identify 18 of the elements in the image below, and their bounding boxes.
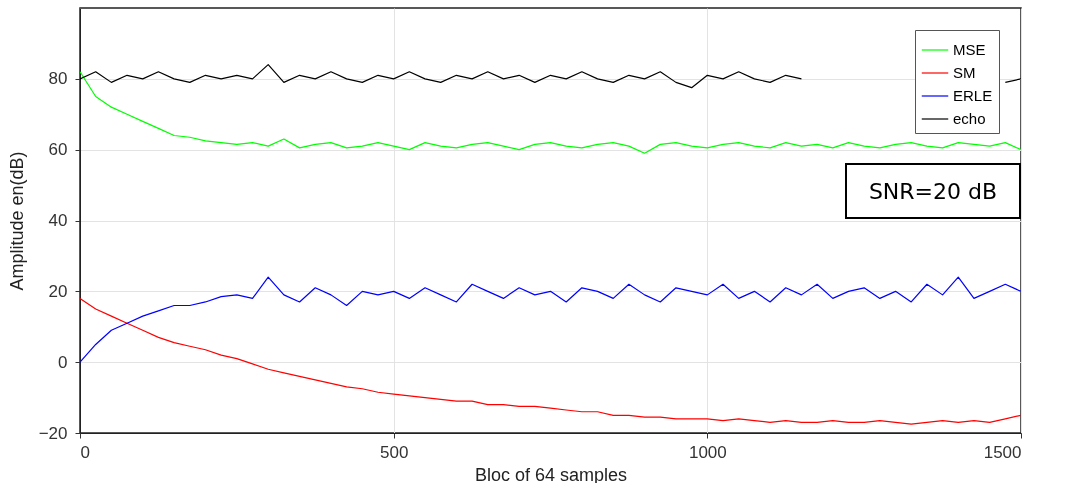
line-series — [80, 297, 1021, 425]
y-tick-label: 20 — [48, 281, 68, 301]
y-tick-label: 0 — [58, 352, 68, 372]
legend-label: echo — [953, 110, 986, 127]
x-tick-label: 1000 — [688, 442, 727, 462]
legend-label: SM — [953, 64, 976, 81]
y-tick-label: 80 — [48, 69, 68, 89]
x-tick-label: 500 — [379, 442, 409, 462]
y-tick-label: 40 — [48, 211, 68, 230]
annotation: SNR=20 dB — [845, 163, 1021, 219]
y-tick-label: −20 — [38, 423, 68, 443]
line-series — [80, 276, 1021, 363]
x-tick-label: 1500 — [983, 442, 1022, 462]
legend-label: ERLE — [953, 87, 993, 104]
x-tick-label: 0 — [80, 442, 90, 462]
y-tick-label: 60 — [48, 140, 68, 160]
y-axis-title: Amplitude en(dB) — [6, 151, 27, 291]
legend-label: MSE — [953, 41, 986, 58]
